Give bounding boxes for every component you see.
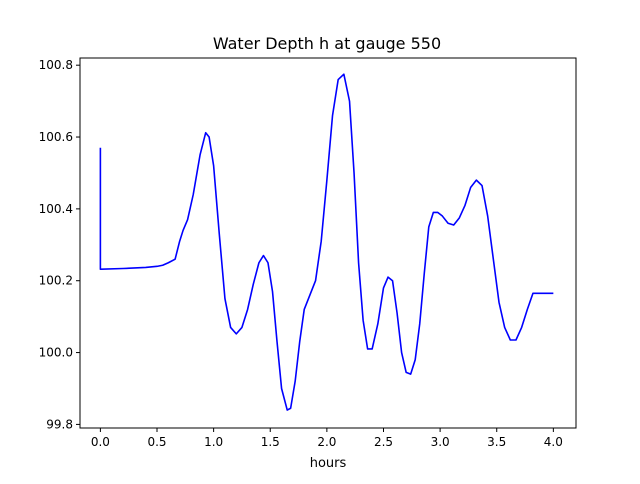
series-line-0: [99, 73, 554, 411]
x-axis-ticks: 0.0 0.5 1.0 1.5 2.0 2.5 3.0 3.5 4.0: [91, 428, 563, 449]
y-axis-ticks: 99.8 100.0 100.2 100.4 100.6 100.8: [39, 58, 80, 431]
y-tick-label: 100.0: [39, 346, 73, 360]
x-axis-label: hours: [310, 456, 347, 471]
chart-title: Water Depth h at gauge 550: [213, 34, 441, 53]
x-tick-label: 0.5: [147, 435, 166, 449]
x-tick-label: 3.5: [487, 435, 506, 449]
x-tick-label: 0.0: [91, 435, 110, 449]
x-tick-label: 4.0: [544, 435, 563, 449]
x-tick-label: 2.0: [317, 435, 336, 449]
y-tick-label: 100.6: [39, 130, 73, 144]
axes-frame: [79, 57, 577, 429]
y-tick-label: 100.4: [39, 202, 73, 216]
plot-area: [99, 73, 554, 411]
x-tick-label: 3.0: [431, 435, 450, 449]
y-tick-label: 99.8: [46, 417, 73, 431]
x-tick-label: 1.5: [261, 435, 280, 449]
x-tick-label: 1.0: [204, 435, 223, 449]
y-tick-label: 100.8: [39, 58, 73, 72]
y-tick-label: 100.2: [39, 274, 73, 288]
x-tick-label: 2.5: [374, 435, 393, 449]
